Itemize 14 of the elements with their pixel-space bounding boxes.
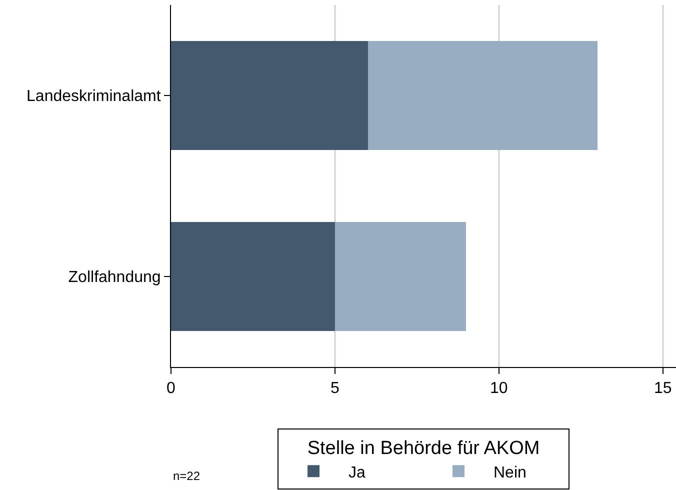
x-tick-label: 0: [166, 380, 176, 398]
x-tick-label: 5: [330, 380, 340, 398]
legend-title: Stelle in Behörde für AKOM: [307, 438, 540, 460]
x-tick-label: 15: [654, 380, 672, 398]
legend-label: Ja: [348, 464, 366, 482]
x-tick-label: 10: [490, 380, 508, 398]
bar: [171, 222, 335, 331]
legend-label: Nein: [494, 464, 526, 482]
bar: [171, 41, 368, 150]
text: n=22: [173, 469, 200, 483]
bar: [368, 41, 598, 150]
y-tick-label: Zollfahndung: [68, 269, 161, 286]
bar: [334, 222, 466, 331]
y-tick-label: Landeskriminalamt: [26, 88, 162, 106]
